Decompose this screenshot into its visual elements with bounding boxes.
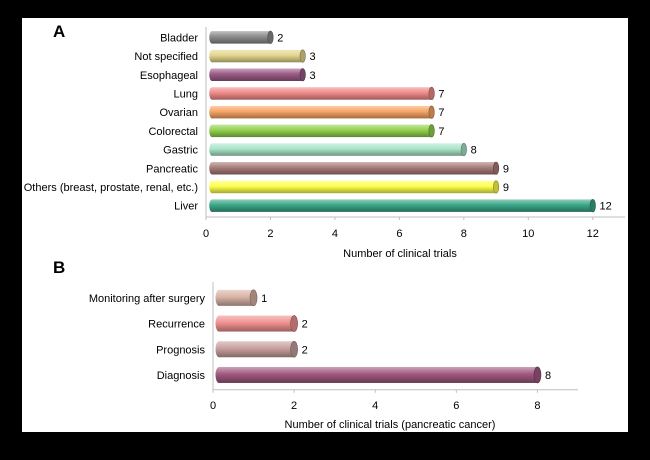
category-label: Prognosis xyxy=(156,344,205,356)
bar-cap-right xyxy=(428,86,435,100)
chart-a: A 0 2 4 6 8 10 12 Number of clinical trials Bladd… xyxy=(24,22,625,260)
x-tick-label: 6 xyxy=(453,400,459,412)
x-axis-title: Number of clinical trials (pancreatic ca… xyxy=(285,419,496,431)
category-label: Liver xyxy=(174,201,198,213)
bar-cap-right xyxy=(493,161,500,175)
x-tick-label: 4 xyxy=(372,400,378,412)
bar xyxy=(219,341,295,358)
value-label: 8 xyxy=(471,145,477,157)
x-tick-label: 4 xyxy=(332,228,338,240)
value-label: 9 xyxy=(503,163,509,175)
category-label: Recurrence xyxy=(148,319,205,331)
value-label: 2 xyxy=(302,344,308,356)
panel-label-b: B xyxy=(53,258,65,277)
x-tick-label: 8 xyxy=(534,400,540,412)
bar-cap-right xyxy=(290,340,298,358)
bar-cap-left xyxy=(209,180,215,194)
value-label: 7 xyxy=(438,107,444,119)
value-label: 9 xyxy=(503,182,509,194)
bar-cap-left xyxy=(209,143,215,156)
value-label: 2 xyxy=(277,32,283,44)
bar-cap-left xyxy=(209,87,215,100)
bar xyxy=(212,199,593,212)
bar xyxy=(212,180,497,194)
bar-cap-right xyxy=(493,180,500,194)
bar-cap-left xyxy=(215,315,223,332)
x-tick-label: 12 xyxy=(587,228,599,240)
bar-cap-left xyxy=(215,289,223,306)
bar xyxy=(212,87,432,100)
bar-cap-left xyxy=(209,31,215,44)
bar-cap-left xyxy=(209,68,215,81)
chart-b: B 0 2 4 6 8 Number of clinical trials (pancrea… xyxy=(53,258,578,431)
value-label: 7 xyxy=(438,88,444,100)
category-label: Gastric xyxy=(163,145,198,157)
category-label: Bladder xyxy=(160,32,198,44)
bar-cap-left xyxy=(209,124,215,138)
bar-cap-left xyxy=(209,199,215,212)
bar-cap-left xyxy=(215,341,223,358)
bar-cap-right xyxy=(533,366,542,384)
value-label: 12 xyxy=(600,201,612,213)
bar-cap-left xyxy=(209,105,215,119)
category-label: Ovarian xyxy=(159,107,198,119)
category-label: Others (breast, prostate, renal, etc.) xyxy=(24,182,198,194)
category-label: Lung xyxy=(174,88,198,100)
category-label: Diagnosis xyxy=(157,370,206,382)
value-label: 3 xyxy=(309,51,315,63)
value-label: 3 xyxy=(309,70,315,82)
bar-cap-left xyxy=(209,49,215,63)
bar xyxy=(212,49,303,63)
bar xyxy=(212,105,432,119)
category-label: Colorectal xyxy=(148,126,198,138)
category-label: Esophageal xyxy=(140,70,198,82)
bar-cap-right xyxy=(299,68,306,82)
bar xyxy=(212,143,464,156)
category-label: Pancreatic xyxy=(146,163,198,175)
bar xyxy=(212,162,497,175)
bar-cap-right xyxy=(249,289,258,307)
bar-cap-right xyxy=(428,105,435,119)
x-tick-label: 8 xyxy=(461,228,467,240)
x-tick-label: 2 xyxy=(267,228,273,240)
bar xyxy=(212,68,303,81)
bar xyxy=(212,124,432,138)
bar-cap-left xyxy=(209,162,215,175)
x-tick-label: 0 xyxy=(203,228,209,240)
bar-cap-right xyxy=(299,49,306,63)
category-label: Monitoring after surgery xyxy=(89,293,206,305)
x-tick-label: 2 xyxy=(291,400,297,412)
bar xyxy=(212,31,271,44)
x-tick-label: 6 xyxy=(396,228,402,240)
bar-cap-right xyxy=(589,199,596,213)
bar-cap-right xyxy=(290,315,298,332)
x-tick-label: 10 xyxy=(522,228,534,240)
bar xyxy=(219,315,295,332)
bar-cap-left xyxy=(215,366,223,383)
panel-label-a: A xyxy=(53,22,65,41)
value-label: 7 xyxy=(438,126,444,138)
value-label: 2 xyxy=(302,319,308,331)
x-tick-label: 0 xyxy=(210,400,216,412)
bar xyxy=(219,289,254,306)
bar-cap-right xyxy=(267,30,274,44)
category-label: Not specified xyxy=(134,51,198,63)
bar-cap-right xyxy=(460,143,467,157)
value-label: 1 xyxy=(261,293,267,305)
value-label: 8 xyxy=(545,370,551,382)
x-axis-title: Number of clinical trials xyxy=(343,248,457,260)
bar-cap-right xyxy=(428,124,435,138)
figure-background xyxy=(22,18,628,432)
bar xyxy=(219,366,538,383)
